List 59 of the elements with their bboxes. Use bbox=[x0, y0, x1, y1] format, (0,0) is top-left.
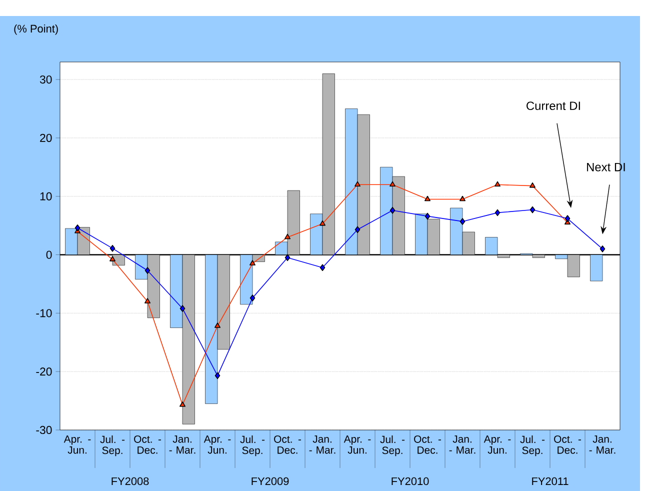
x-tick-label: Jan. - Mar. bbox=[449, 435, 476, 454]
point bbox=[180, 305, 186, 312]
point bbox=[564, 215, 570, 222]
point bbox=[424, 196, 431, 202]
x-tick-label: Apr. - Jun. bbox=[64, 435, 91, 454]
x-tick-label: Oct. - Dec. bbox=[274, 435, 301, 454]
point bbox=[530, 182, 536, 188]
y-tick-label: 0 bbox=[46, 250, 52, 259]
x-tick-label: Apr. - Jun. bbox=[204, 435, 231, 454]
point bbox=[494, 209, 500, 216]
point bbox=[180, 401, 186, 407]
point bbox=[494, 181, 501, 187]
point bbox=[424, 212, 430, 220]
point bbox=[144, 267, 150, 274]
point bbox=[600, 246, 606, 252]
x-tick-label: Apr. - Jun. bbox=[484, 435, 511, 454]
point bbox=[320, 264, 326, 271]
point bbox=[74, 224, 80, 232]
point bbox=[250, 260, 256, 266]
x-tick-label: Jan. - Mar. bbox=[589, 435, 616, 454]
point bbox=[284, 234, 291, 240]
y-tick-label: 10 bbox=[40, 192, 52, 200]
point bbox=[460, 196, 466, 202]
text: FY2010 bbox=[392, 477, 429, 486]
point bbox=[284, 254, 290, 262]
text: FY2009 bbox=[252, 477, 289, 486]
point bbox=[110, 256, 116, 262]
point bbox=[320, 220, 326, 226]
point bbox=[390, 206, 396, 214]
y-tick-label: -20 bbox=[36, 368, 52, 376]
text: FY2008 bbox=[112, 477, 149, 486]
point bbox=[354, 181, 361, 187]
point bbox=[110, 244, 116, 252]
y-tick-label: -10 bbox=[36, 309, 52, 318]
point bbox=[460, 218, 466, 225]
y-tick-label: -30 bbox=[36, 426, 52, 434]
point bbox=[390, 181, 396, 187]
text: Current DI bbox=[526, 102, 580, 110]
point bbox=[214, 322, 221, 328]
point bbox=[214, 372, 220, 380]
x-tick-label: Jul. - Sep. bbox=[240, 435, 265, 456]
x-tick-label: Oct. - Dec. bbox=[134, 435, 161, 454]
point bbox=[530, 206, 536, 214]
x-tick-label: Jul. - Sep. bbox=[520, 435, 545, 456]
x-tick-label: Jul. - Sep. bbox=[100, 435, 125, 456]
x-tick-label: Jan. - Mar. bbox=[309, 435, 336, 454]
text: Next DI bbox=[587, 162, 625, 172]
text: FY2011 bbox=[532, 477, 568, 486]
x-tick-label: Oct. - Dec. bbox=[554, 435, 581, 454]
point bbox=[250, 294, 256, 302]
x-tick-label: Jul. - Sep. bbox=[380, 435, 405, 456]
y-tick-label: 20 bbox=[40, 134, 52, 142]
point bbox=[354, 226, 360, 234]
y-axis-title: (% Point) bbox=[14, 24, 58, 35]
point bbox=[144, 298, 151, 304]
x-tick-label: Jan. - Mar. bbox=[169, 435, 196, 454]
y-tick-label: 30 bbox=[40, 75, 52, 84]
x-tick-label: Oct. - Dec. bbox=[414, 435, 441, 454]
x-tick-label: Apr. - Jun. bbox=[344, 435, 371, 454]
